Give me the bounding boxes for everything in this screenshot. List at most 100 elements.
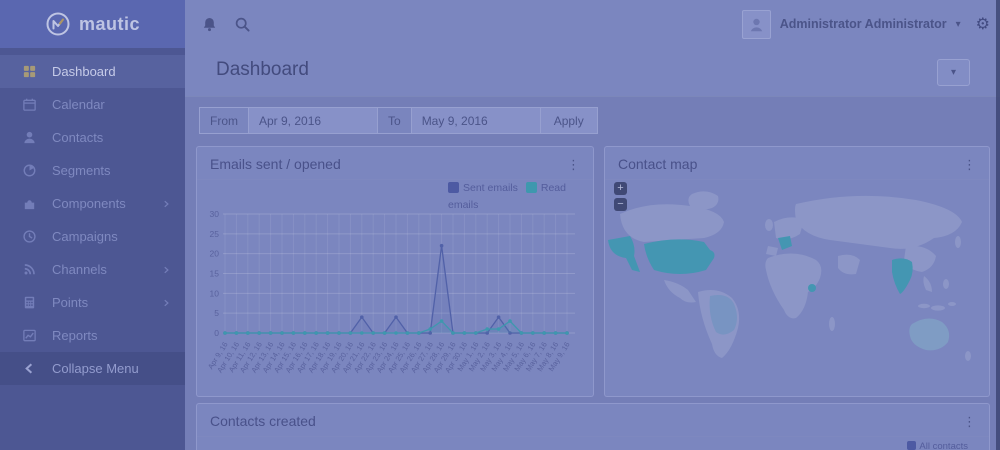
chevron-right-icon	[164, 299, 169, 306]
region-se-asia	[923, 276, 932, 292]
country-australia	[909, 318, 950, 351]
collapse-menu-button[interactable]: Collapse Menu	[0, 352, 185, 385]
sidebar-item-reports[interactable]: Reports	[0, 319, 185, 352]
brand-name: mautic	[78, 13, 141, 34]
avatar-person-icon	[750, 18, 762, 31]
calculator-icon	[24, 296, 35, 309]
legend-sent-emails[interactable]: Sent emails	[448, 182, 518, 194]
svg-text:30: 30	[210, 209, 220, 219]
sidebar-item-contacts[interactable]: Contacts	[0, 121, 185, 154]
sidebar-item-points[interactable]: Points	[0, 286, 185, 319]
apply-button[interactable]: Apply	[540, 107, 598, 134]
chart-legend: All contacts	[907, 441, 976, 450]
sidebar-item-label: Channels	[52, 262, 107, 277]
panel-title: Contacts created	[210, 413, 316, 429]
to-label: To	[378, 107, 412, 134]
topbar: Administrator Administrator ▾ ⚙	[185, 0, 1000, 48]
country-france	[778, 236, 792, 250]
legend-swatch-read	[525, 182, 537, 193]
chevron-right-icon	[164, 266, 169, 273]
svg-text:15: 15	[210, 269, 220, 279]
country-usa	[644, 239, 715, 274]
country-new-zealand	[965, 351, 971, 361]
panel-title: Contact map	[618, 156, 698, 172]
chevron-right-icon	[164, 200, 169, 207]
mautic-logo-icon	[46, 12, 70, 36]
settings-gear-icon[interactable]: ⚙	[975, 16, 990, 33]
sidebar-item-campaigns[interactable]: Campaigns	[0, 220, 185, 253]
country-philippines	[943, 279, 949, 289]
svg-text:10: 10	[210, 288, 220, 298]
kebab-menu-icon[interactable]: ⋮	[567, 156, 580, 172]
sidebar-item-label: Calendar	[52, 97, 105, 112]
country-east-africa-highlight	[808, 284, 816, 292]
date-range-filter: From To Apply	[199, 107, 598, 134]
collapse-menu-label: Collapse Menu	[52, 361, 139, 376]
world-map[interactable]	[606, 184, 986, 394]
panel-title: Emails sent / opened	[210, 156, 341, 172]
contact-map-panel: Contact map ⋮ + −	[604, 146, 990, 397]
emails-sent-opened-panel: Emails sent / opened ⋮ Sent emails Read e…	[196, 146, 594, 397]
sidebar-item-components[interactable]: Components	[0, 187, 185, 220]
map-zoom-out-button[interactable]: −	[614, 198, 627, 211]
sidebar: mautic Dashboard Calendar Contacts Segme…	[0, 0, 185, 450]
legend-all-contacts[interactable]: All contacts	[907, 441, 968, 450]
sidebar-item-segments[interactable]: Segments	[0, 154, 185, 187]
date-to-input[interactable]	[411, 107, 541, 134]
legend-swatch-all-contacts	[907, 441, 917, 450]
legend-read-emails[interactable]: Read emails	[448, 182, 566, 211]
puzzle-icon	[24, 200, 35, 210]
search-icon[interactable]	[234, 16, 251, 33]
chevron-left-icon	[25, 363, 33, 374]
region-indonesia	[918, 303, 930, 309]
right-edge-strip	[996, 0, 1000, 450]
contacts-created-panel: Contacts created ⋮ All contacts	[196, 403, 990, 450]
caret-down-icon: ▾	[950, 67, 957, 78]
sidebar-item-label: Components	[52, 196, 126, 211]
world-map-svg	[608, 191, 971, 361]
sidebar-item-dashboard[interactable]: Dashboard	[0, 55, 185, 88]
chart-legend: Sent emails Read emails	[448, 180, 580, 214]
topbar-right: Administrator Administrator ▾ ⚙	[741, 9, 1000, 39]
dashboard-options-button[interactable]: ▾	[937, 59, 970, 86]
country-madagascar	[829, 317, 835, 331]
dashboard-grid-icon	[23, 65, 36, 78]
user-menu-caret-icon[interactable]: ▾	[955, 18, 961, 30]
sidebar-item-label: Contacts	[52, 130, 104, 145]
user-avatar[interactable]	[741, 9, 771, 39]
kebab-menu-icon[interactable]: ⋮	[963, 156, 976, 172]
user-menu[interactable]: Administrator Administrator	[779, 17, 947, 31]
notifications-bell-icon[interactable]	[201, 16, 218, 33]
region-middle-east	[838, 254, 860, 275]
sidebar-item-label: Dashboard	[52, 64, 116, 79]
region-iberia	[766, 246, 778, 256]
sidebar-item-label: Reports	[52, 328, 98, 343]
map-zoom-in-button[interactable]: +	[614, 182, 627, 195]
country-brazil	[709, 295, 737, 335]
kebab-menu-icon[interactable]: ⋮	[963, 413, 976, 429]
person-icon	[24, 131, 35, 144]
sidebar-item-calendar[interactable]: Calendar	[0, 88, 185, 121]
clock-icon	[23, 230, 36, 243]
panel-header: Emails sent / opened ⋮	[197, 147, 593, 180]
sidebar-item-label: Campaigns	[52, 229, 118, 244]
pie-chart-icon	[23, 164, 36, 177]
from-label: From	[199, 107, 249, 134]
main-content: Dashboard ▾ From To Apply Emails sent / …	[185, 48, 1000, 450]
region-asia	[795, 195, 962, 249]
region-europe	[774, 217, 804, 240]
legend-swatch-sent	[448, 182, 459, 193]
svg-text:25: 25	[210, 229, 220, 239]
svg-text:20: 20	[210, 249, 220, 259]
country-japan	[955, 236, 961, 248]
svg-text:5: 5	[214, 308, 219, 318]
rss-icon	[24, 264, 35, 275]
country-greenland	[688, 191, 719, 210]
sidebar-item-label: Points	[52, 295, 89, 310]
brand-header[interactable]: mautic	[0, 0, 185, 48]
region-africa	[765, 253, 822, 319]
date-from-input[interactable]	[249, 107, 378, 134]
calendar-icon	[23, 98, 36, 111]
sidebar-item-label: Segments	[52, 163, 111, 178]
sidebar-item-channels[interactable]: Channels	[0, 253, 185, 286]
